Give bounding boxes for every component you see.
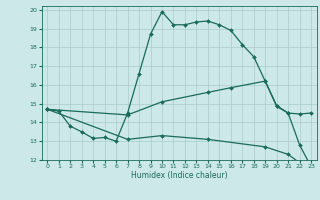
- X-axis label: Humidex (Indice chaleur): Humidex (Indice chaleur): [131, 171, 228, 180]
